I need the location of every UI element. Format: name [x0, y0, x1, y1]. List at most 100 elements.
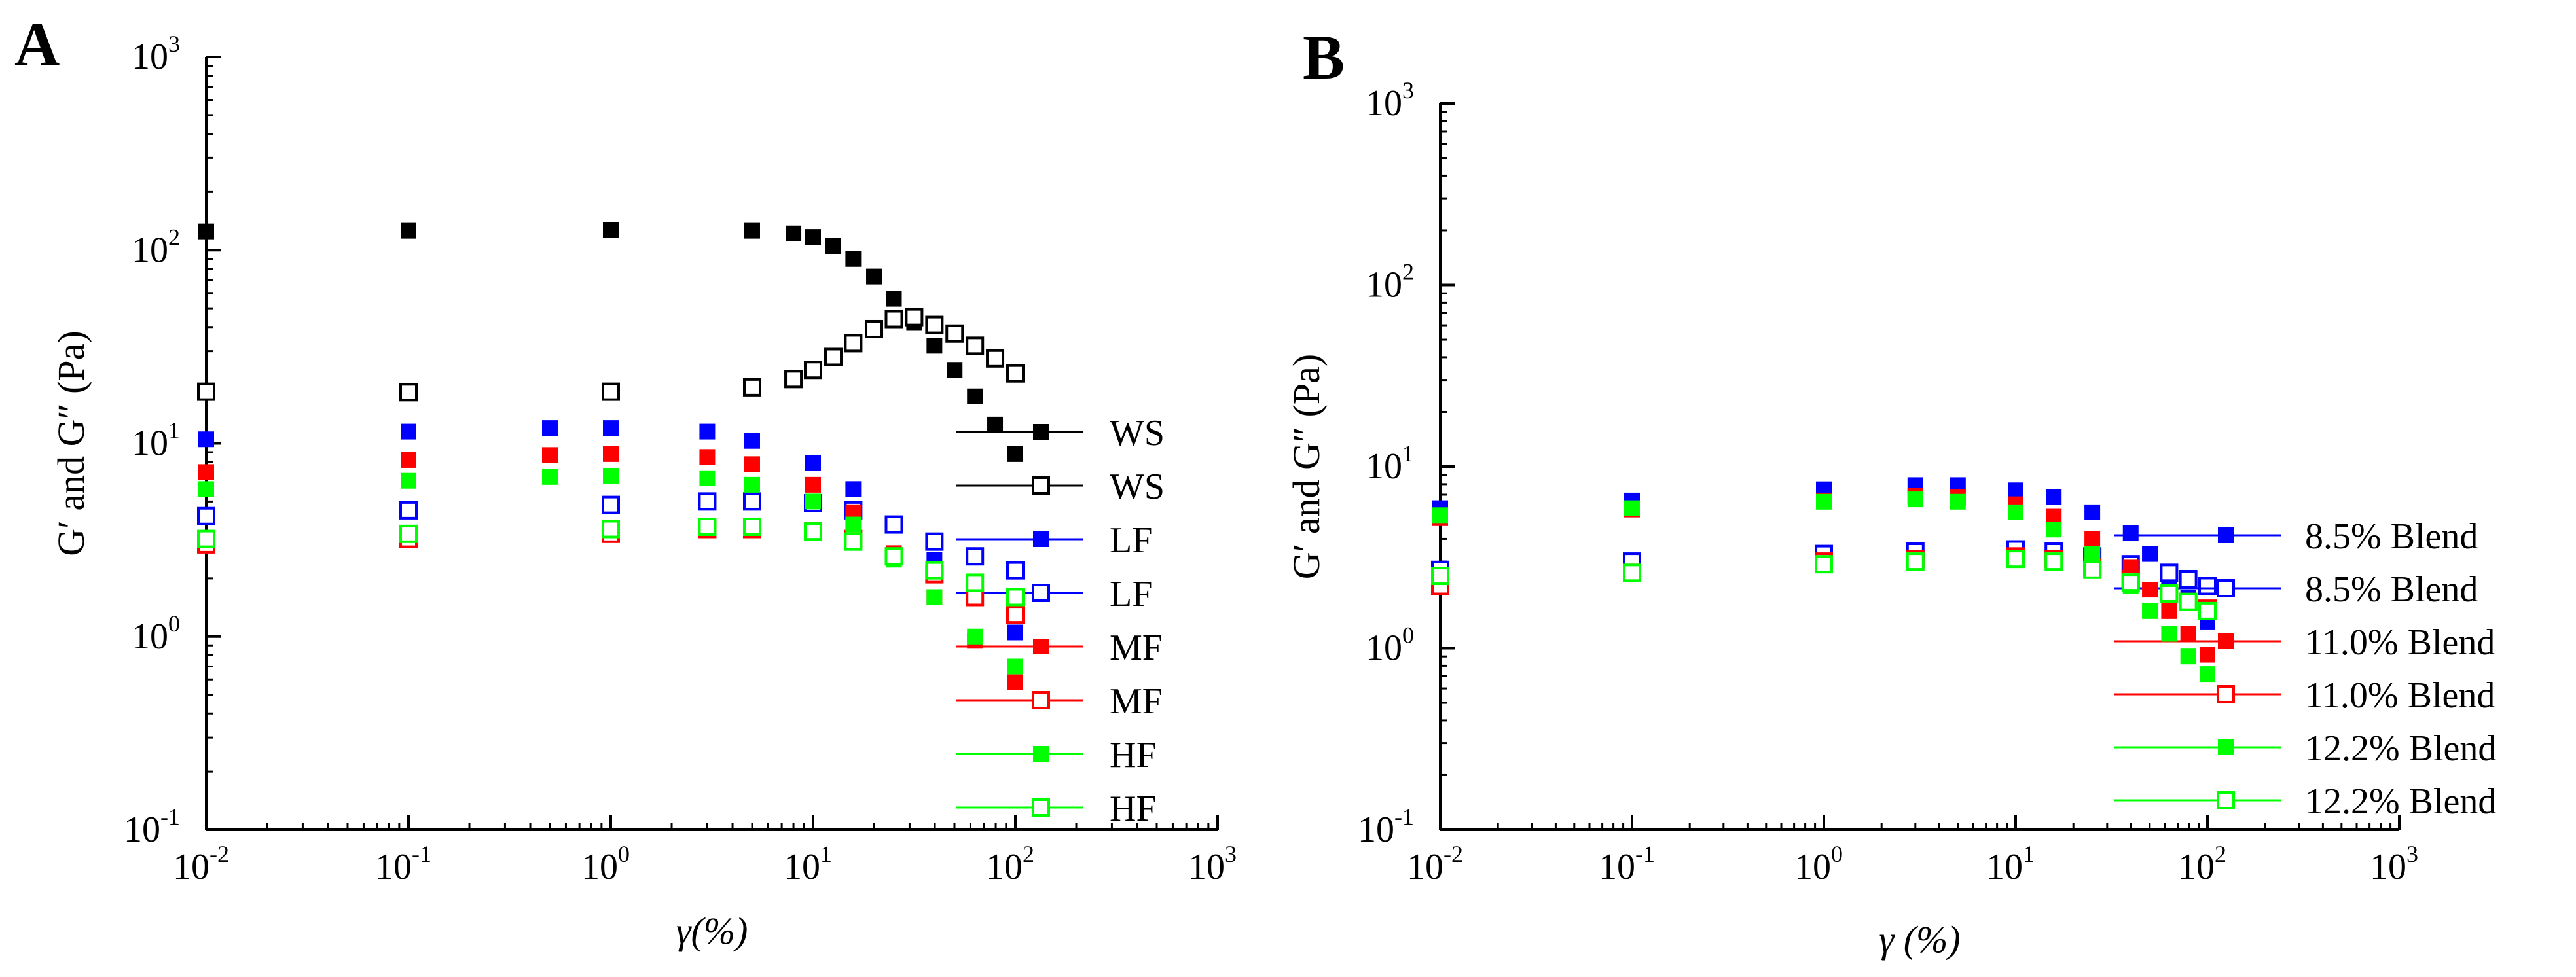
data-point: [825, 238, 842, 254]
legend-marker: [2217, 791, 2235, 809]
data-point: [2198, 601, 2217, 620]
x-axis-title: γ (%): [1879, 918, 1960, 961]
data-point: [845, 251, 862, 267]
data-point: [805, 229, 821, 245]
legend-entry: LF: [956, 574, 1152, 614]
data-point: [197, 506, 215, 525]
data-point: [744, 222, 760, 239]
data-point: [1006, 605, 1025, 624]
data-point: [925, 561, 944, 580]
data-point: [2008, 504, 2023, 520]
legend-marker: [2217, 685, 2235, 703]
data-point: [197, 529, 215, 548]
data-point: [401, 222, 416, 239]
legend-entry: HF: [956, 789, 1157, 829]
data-point: [2084, 504, 2101, 520]
data-point: [2160, 584, 2179, 603]
x-tick-label: 101: [784, 841, 832, 887]
data-point: [198, 223, 214, 240]
legend-entry: WS: [956, 467, 1165, 507]
data-point: [2006, 550, 2025, 569]
legend-marker: [1033, 746, 1049, 762]
data-point: [541, 469, 558, 485]
data-point: [698, 492, 717, 511]
legend-marker: [2218, 527, 2234, 543]
y-tick-label: 102: [1366, 259, 1414, 306]
data-point: [197, 382, 215, 401]
data-point: [1816, 493, 1832, 510]
data-point: [603, 446, 619, 462]
x-tick-label: 102: [986, 841, 1034, 887]
data-point: [699, 423, 716, 440]
data-point: [884, 547, 903, 566]
data-point: [744, 433, 760, 449]
legend-marker: [2217, 579, 2235, 597]
data-point: [399, 501, 418, 520]
data-point: [744, 476, 760, 493]
data-point: [603, 222, 619, 238]
legend-entry: 8.5% Blend: [2114, 569, 2478, 610]
legend-entry: MF: [956, 628, 1163, 668]
data-point: [2161, 603, 2177, 619]
data-point: [198, 481, 214, 497]
data-point: [844, 532, 863, 551]
legend-marker: [2218, 633, 2234, 649]
data-point: [986, 349, 1005, 368]
data-point: [399, 524, 418, 543]
legend-entry: 8.5% Blend: [2114, 516, 2478, 557]
data-point: [865, 319, 884, 338]
legend-label: 8.5% Blend: [2305, 516, 2478, 557]
legend-marker: [1032, 798, 1050, 817]
data-point: [541, 420, 558, 436]
data-point: [926, 338, 943, 354]
y-tick-label: 102: [132, 224, 180, 270]
legend-label: MF: [1110, 681, 1163, 722]
x-tick-label: 103: [2370, 841, 2418, 887]
data-point: [2046, 489, 2062, 505]
data-point: [742, 517, 761, 536]
legend-entry: 11.0% Blend: [2114, 622, 2495, 663]
y-tick-label: 10-1: [1358, 804, 1414, 850]
legend-marker: [1032, 691, 1050, 709]
data-point: [966, 588, 985, 607]
data-point: [1006, 588, 1025, 607]
data-point: [742, 378, 761, 397]
series-1: [197, 308, 1025, 402]
data-point: [1007, 658, 1023, 675]
legend-label: MF: [1110, 628, 1163, 668]
data-point: [1007, 674, 1023, 690]
data-point: [1431, 567, 1449, 586]
legend-label: WS: [1110, 467, 1165, 507]
legend-label: WS: [1110, 413, 1165, 453]
data-point: [884, 515, 903, 534]
data-point: [905, 308, 924, 327]
data-point: [541, 447, 558, 463]
x-tick-label: 100: [581, 841, 630, 887]
data-point: [1432, 507, 1448, 524]
series-7: [197, 517, 1025, 607]
legend-marker: [1033, 424, 1049, 440]
data-point: [401, 472, 416, 489]
data-point: [1006, 364, 1025, 383]
data-point: [2008, 482, 2023, 499]
legend-label: 12.2% Blend: [2305, 728, 2496, 769]
legend-entry: WS: [956, 413, 1165, 453]
data-point: [2160, 563, 2179, 582]
data-point: [699, 470, 716, 486]
data-point: [2142, 603, 2158, 619]
data-point: [866, 268, 882, 285]
data-point: [805, 476, 821, 493]
y-axis-title: G′ and G″ (Pa): [1285, 354, 1328, 580]
legend-marker: [1033, 531, 1049, 547]
data-point: [947, 362, 963, 378]
legend-entry: MF: [956, 681, 1163, 722]
data-point: [602, 382, 620, 401]
y-tick-label: 100: [132, 611, 180, 657]
data-point: [2121, 573, 2140, 592]
data-point: [925, 532, 944, 551]
legend-marker: [2218, 739, 2234, 755]
chart-panel-a: A10-2 10-1 100 101 102 10310-1100101102103γ(%…: [14, 9, 1237, 952]
data-point: [399, 383, 418, 402]
data-point: [1006, 561, 1025, 580]
data-point: [925, 315, 944, 334]
